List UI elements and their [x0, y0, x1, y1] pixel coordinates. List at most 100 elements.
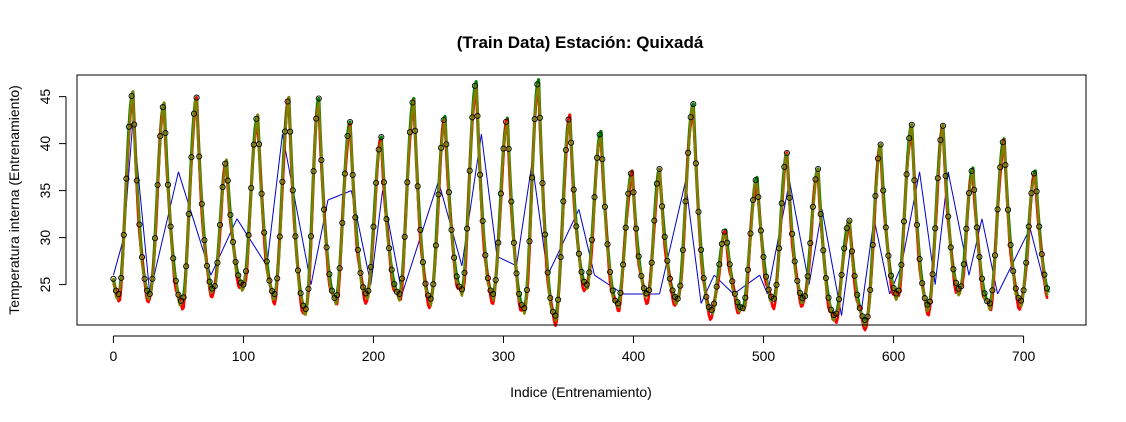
observation-point	[307, 233, 315, 240]
observation-point	[887, 272, 895, 279]
observation-point	[601, 203, 608, 210]
observation-point	[294, 267, 302, 274]
observation-point	[482, 252, 489, 259]
chart-title: (Train Data) Estación: Quixadá	[457, 33, 704, 52]
observation-point	[747, 230, 754, 237]
observation-point	[729, 278, 736, 285]
observation-point	[536, 114, 543, 121]
observation-point	[973, 224, 980, 231]
observation-point	[716, 261, 723, 268]
observation-point	[867, 286, 874, 294]
observation-point	[854, 291, 861, 298]
observation-point	[586, 269, 593, 276]
trend-segment	[496, 255, 517, 267]
observation-point	[529, 174, 536, 181]
observation-point	[388, 266, 395, 273]
observation-point	[490, 290, 497, 298]
y-axis-label: Temperatura interna (Entrenamiento)	[6, 85, 22, 315]
observation-point	[760, 253, 767, 261]
observation-point	[807, 240, 814, 247]
observation-point	[926, 298, 934, 305]
observation-point	[674, 295, 681, 302]
observation-point	[474, 112, 481, 119]
observation-point	[583, 281, 590, 288]
observation-point	[523, 286, 530, 294]
observation-point	[151, 235, 159, 242]
observation-point	[898, 261, 905, 268]
observation-point	[373, 179, 380, 186]
observation-point	[232, 258, 239, 265]
trend-segment	[981, 218, 999, 295]
observation-point	[146, 290, 153, 298]
observation-point	[242, 268, 250, 275]
observation-point	[903, 171, 910, 178]
plot-frame	[76, 74, 1087, 326]
observation-point	[544, 269, 551, 276]
observation-point	[352, 214, 359, 221]
observation-point	[685, 149, 692, 156]
observation-point	[193, 94, 200, 101]
observation-point	[945, 213, 952, 220]
prediction-series-olive-line	[112, 83, 1049, 328]
observation-point	[690, 101, 697, 108]
observation-point	[1036, 223, 1043, 230]
observation-point	[677, 282, 684, 289]
observation-point	[492, 276, 499, 284]
observation-point	[1020, 287, 1027, 294]
observation-point	[133, 177, 140, 184]
observation-point	[739, 305, 746, 312]
data-series	[111, 78, 1050, 332]
observation-point	[427, 295, 434, 302]
observation-point	[287, 128, 294, 135]
observation-point	[274, 275, 281, 282]
observation-point	[190, 110, 198, 117]
observation-point	[796, 289, 803, 296]
observation-point	[451, 254, 458, 261]
observation-point	[661, 233, 668, 240]
observation-point	[516, 290, 523, 297]
observation-point	[219, 184, 226, 191]
observation-point	[825, 294, 832, 301]
observation-point	[216, 221, 224, 228]
observation-point	[292, 233, 299, 240]
observation-point	[357, 269, 364, 277]
observation-point	[921, 295, 928, 302]
observation-point	[323, 244, 330, 251]
observation-point	[438, 144, 445, 151]
observation-point	[802, 293, 809, 300]
observation-point	[913, 221, 921, 228]
observation-point	[778, 200, 785, 207]
observation-point	[1030, 170, 1038, 177]
observation-point	[765, 286, 772, 293]
observation-point	[339, 219, 346, 226]
observation-point	[367, 263, 374, 270]
observation-point	[513, 270, 520, 277]
observation-point	[477, 171, 484, 178]
observation-point	[399, 275, 406, 282]
observation-point	[453, 273, 460, 280]
observation-point	[846, 217, 853, 224]
trend-segment	[659, 181, 687, 295]
observation-point	[120, 231, 127, 238]
x-tick-label: 600	[882, 348, 906, 364]
observation-point	[471, 82, 478, 89]
observation-point	[1041, 271, 1048, 278]
trend-segment	[236, 218, 268, 267]
observation-point	[578, 268, 585, 275]
observation-point	[651, 217, 658, 224]
observation-point	[989, 287, 996, 294]
observation-point	[856, 305, 863, 312]
observation-point	[596, 131, 603, 138]
y-tick-label: 35	[37, 183, 53, 199]
observation-point	[994, 206, 1001, 213]
observation-point	[773, 281, 780, 288]
trend-segment	[789, 181, 810, 285]
observation-point	[334, 292, 341, 299]
observation-point	[565, 116, 572, 123]
observation-point	[214, 259, 221, 266]
y-tick-label: 40	[37, 136, 53, 152]
observation-point	[1025, 223, 1032, 230]
observation-point	[1038, 251, 1045, 258]
observation-point	[986, 300, 993, 307]
